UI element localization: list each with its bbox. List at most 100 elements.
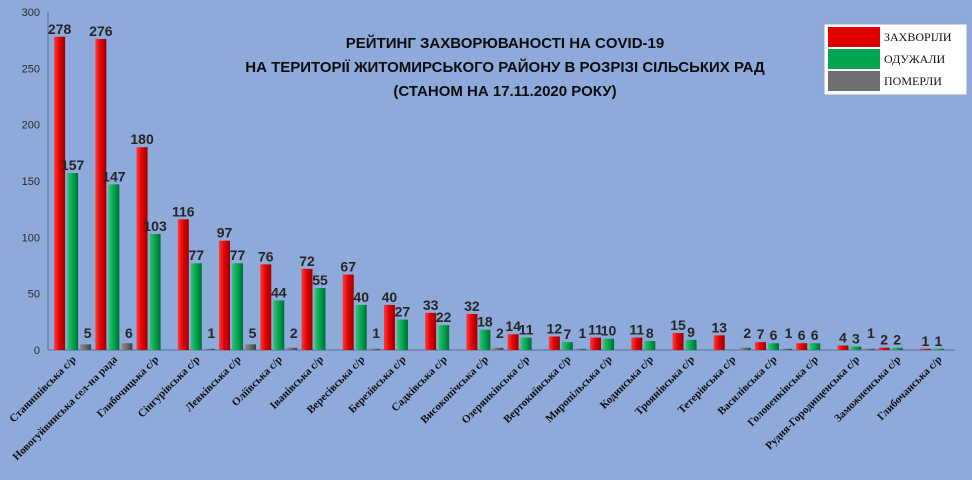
data-label: 6 [125,325,133,341]
y-tick-label: 200 [22,120,40,132]
bar-померли [121,343,133,350]
y-axis-ticks: 0 50 100 150 200 250 300 [22,7,40,357]
bar-захворіли [713,335,725,350]
data-label: 27 [395,304,411,320]
data-label: 4 [839,329,847,345]
bar-захворіли [177,219,189,350]
data-label: 2 [880,332,888,348]
bar-захворіли [383,304,395,350]
bar-захворіли [425,312,437,350]
bar-померли [739,347,751,350]
bar-померли [368,348,380,350]
bar-захворіли [837,345,849,350]
data-label: 7 [757,326,765,342]
data-label: 12 [547,320,563,336]
y-tick-label: 0 [34,345,40,357]
data-label: 147 [102,168,126,184]
bar-одужали [520,337,532,350]
data-label: 10 [601,323,617,339]
bar-одужали [809,343,821,350]
bar-одужали [314,288,326,350]
bar-померли [245,344,257,350]
bar-померли [492,347,504,350]
bar-одужали [932,348,944,350]
y-tick-label: 100 [22,232,40,244]
y-tick-label: 300 [22,7,40,19]
data-label: 1 [921,333,929,349]
legend-swatch-recovered [828,49,880,69]
data-label: 6 [811,327,819,343]
bar-одужали [355,304,367,350]
data-label: 72 [299,253,315,269]
data-label: 40 [382,289,398,305]
data-label: 15 [670,317,686,333]
data-label: 55 [312,272,328,288]
data-label: 77 [230,247,246,263]
data-label: 8 [646,325,654,341]
data-label: 11 [629,322,644,338]
data-label: 7 [563,326,571,342]
data-label: 9 [687,324,695,340]
data-label: 1 [934,333,942,349]
bar-захворіли [54,36,66,350]
bar-одужали [767,343,779,350]
bar-одужали [561,342,573,350]
legend-swatch-dead [828,71,880,91]
bar-захворіли [342,274,354,350]
bar-одужали [108,184,120,350]
data-label: 6 [798,327,806,343]
data-label: 32 [464,298,480,314]
data-label: 22 [436,309,452,325]
data-label: 40 [353,289,369,305]
bar-захворіли [590,337,602,350]
bar-захворіли [466,313,478,350]
data-label: 97 [217,225,233,241]
bar-одужали [603,338,615,350]
bar-захворіли [878,347,890,350]
data-label: 278 [48,21,72,37]
legend-label-recovered: ОДУЖАЛИ [884,52,945,66]
bar-померли [286,347,298,350]
bar-одужали [438,325,450,350]
data-label: 5 [249,325,257,341]
bar-одужали [396,319,408,350]
bar-одужали [232,263,244,350]
data-label: 3 [852,331,860,347]
data-label: 67 [340,259,356,275]
bar-захворіли [219,240,231,350]
legend-label-sick: ЗАХВОРІЛИ [884,30,952,44]
bar-одужали [644,340,656,350]
data-label: 76 [258,248,274,264]
y-tick-label: 250 [22,63,40,75]
bar-захворіли [796,343,808,350]
bar-одужали [190,263,202,350]
data-label: 18 [477,314,493,330]
bar-одужали [67,173,79,350]
bar-захворіли [301,268,313,350]
title-line-3: (СТАНОМ НА 17.11.2020 РОКУ) [393,83,616,100]
data-label: 5 [84,325,92,341]
bar-захворіли [754,342,766,350]
bar-померли [574,348,586,350]
bar-одужали [273,300,285,350]
data-label: 13 [711,319,727,335]
data-label: 1 [207,325,215,341]
data-label: 2 [743,325,751,341]
y-tick-label: 150 [22,176,40,188]
bar-захворіли [260,264,272,350]
bar-захворіли [919,348,931,350]
data-label: 11 [588,322,603,338]
data-label: 1 [578,325,586,341]
title-line-2: НА ТЕРИТОРІЇ ЖИТОМИРСЬКОГО РАЙОНУ В РОЗР… [245,58,765,76]
data-label: 1 [867,325,875,341]
data-label: 2 [290,325,298,341]
data-label: 33 [423,297,439,313]
bar-захворіли [548,336,560,350]
bar-одужали [891,347,903,350]
legend-swatch-sick [828,27,880,47]
bar-захворіли [507,334,519,350]
bars [54,36,944,350]
